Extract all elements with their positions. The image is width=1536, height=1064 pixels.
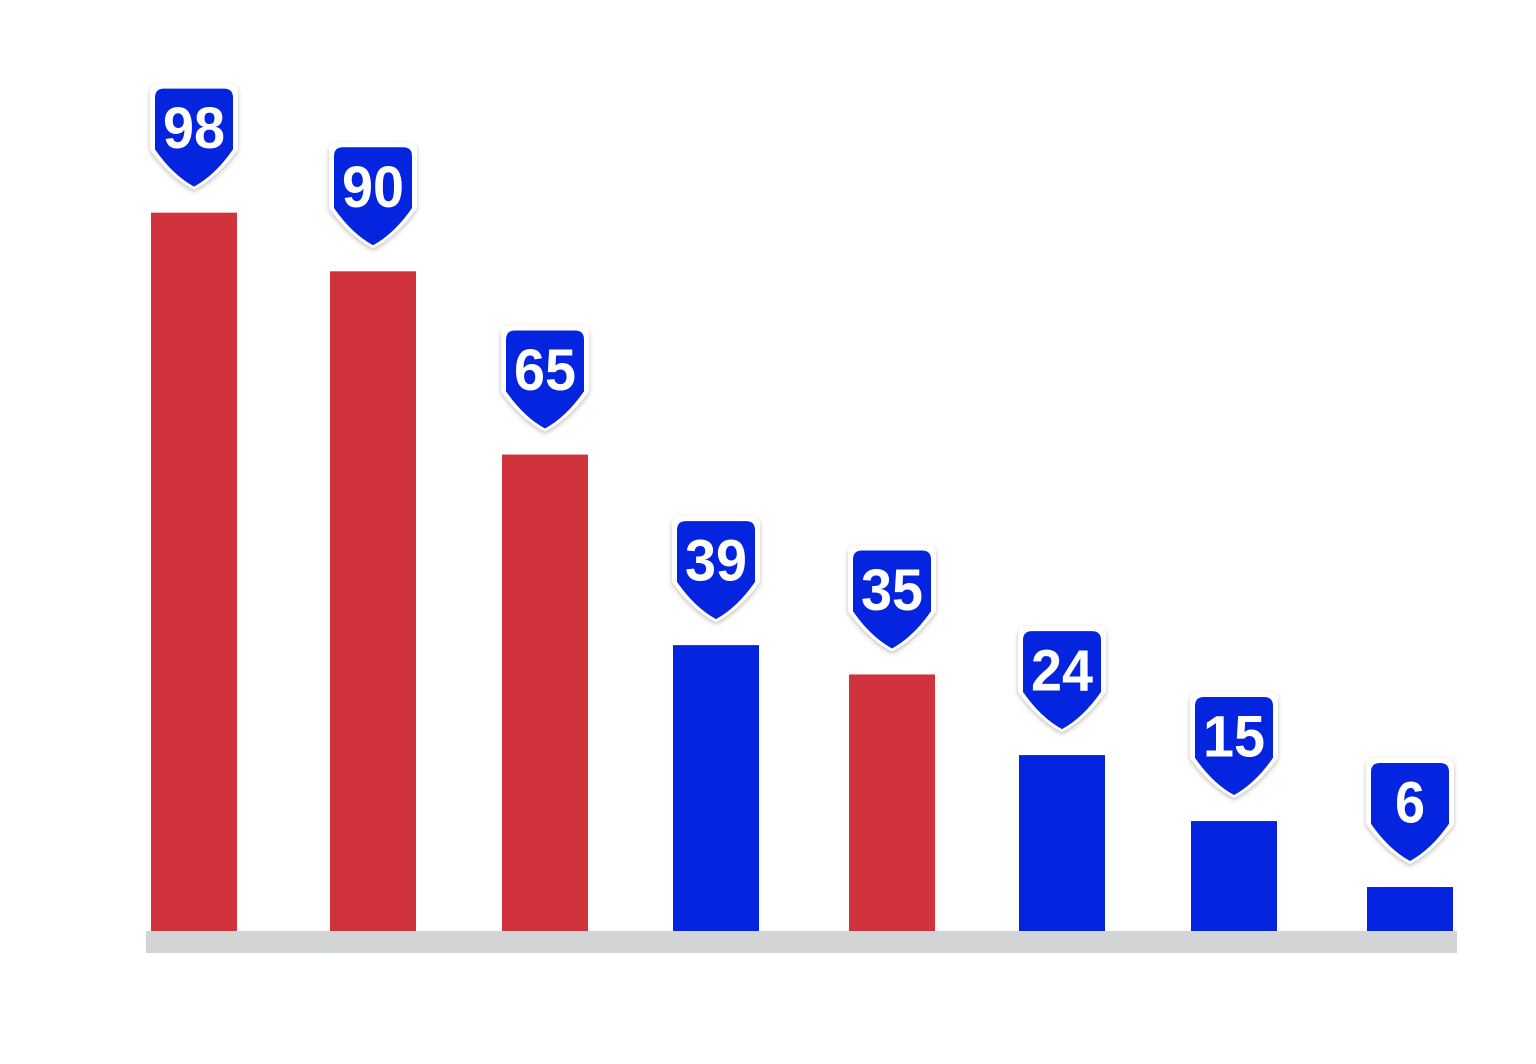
data-label-1: 98 bbox=[163, 96, 225, 161]
bar-3 bbox=[502, 454, 588, 931]
bars-group bbox=[151, 212, 1453, 931]
bar-1 bbox=[151, 212, 237, 931]
shield-fill bbox=[506, 330, 584, 429]
shield-fill bbox=[853, 550, 931, 649]
bar-4 bbox=[673, 645, 759, 931]
bar-7 bbox=[1191, 821, 1277, 931]
shield-icon: 98 bbox=[150, 83, 238, 190]
bar-6 bbox=[1019, 755, 1105, 931]
shield-icon: 35 bbox=[848, 545, 936, 652]
x-axis-baseline bbox=[146, 931, 1457, 953]
shield-icon: 24 bbox=[1018, 626, 1106, 733]
shield-icon: 15 bbox=[1190, 692, 1278, 799]
bar-8 bbox=[1367, 887, 1453, 931]
shield-fill bbox=[1371, 763, 1449, 862]
data-label-3: 65 bbox=[514, 338, 576, 403]
shield-icon: 6 bbox=[1366, 758, 1454, 865]
bar-2 bbox=[330, 271, 416, 931]
data-label-6: 24 bbox=[1031, 639, 1093, 704]
shield-icon: 65 bbox=[501, 325, 589, 432]
data-label-5: 35 bbox=[861, 558, 923, 623]
shield-fill bbox=[155, 88, 233, 187]
data-label-4: 39 bbox=[685, 529, 747, 594]
data-label-7: 15 bbox=[1203, 705, 1265, 770]
shield-fill bbox=[1195, 697, 1273, 796]
shield-fill bbox=[334, 147, 412, 246]
value-labels-group: 98 90 65 39 35 24 15 6 bbox=[150, 83, 1454, 865]
bar-5 bbox=[849, 674, 935, 931]
shield-icon: 90 bbox=[329, 142, 417, 249]
shield-fill bbox=[677, 521, 755, 620]
data-label-2: 90 bbox=[342, 155, 404, 220]
data-label-8: 6 bbox=[1395, 771, 1425, 836]
shield-fill bbox=[1023, 631, 1101, 730]
shield-icon: 39 bbox=[672, 516, 760, 623]
